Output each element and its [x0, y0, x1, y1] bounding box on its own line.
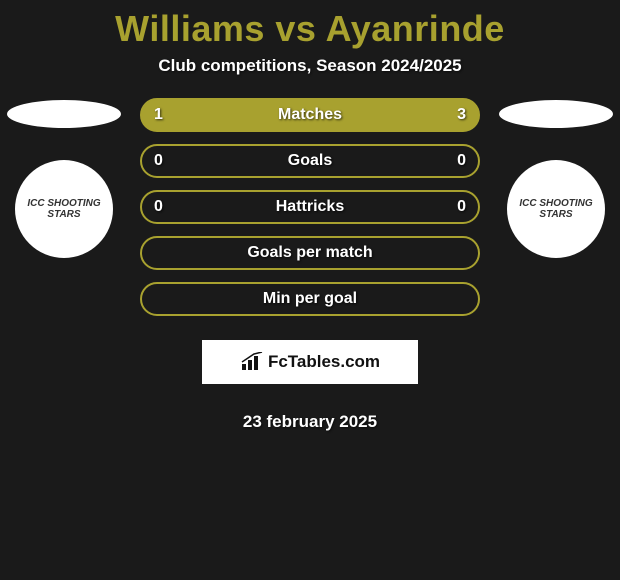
page-title: Williams vs Ayanrinde	[0, 0, 620, 56]
stat-left-value: 0	[154, 198, 163, 216]
chart-icon	[240, 352, 264, 372]
left-player-ellipse	[7, 100, 121, 128]
stat-bar-goals: 0 Goals 0	[140, 144, 480, 178]
date-text: 23 february 2025	[140, 412, 480, 432]
subtitle: Club competitions, Season 2024/2025	[0, 56, 620, 98]
stat-right-value: 3	[457, 106, 466, 124]
left-club-badge: ICC SHOOTING STARS	[15, 160, 113, 258]
stat-label: Matches	[278, 106, 342, 124]
stat-left-value: 0	[154, 152, 163, 170]
right-club-badge-text: ICC SHOOTING STARS	[513, 198, 599, 220]
right-club-badge: ICC SHOOTING STARS	[507, 160, 605, 258]
right-player-column: ICC SHOOTING STARS	[496, 98, 616, 258]
left-club-badge-text: ICC SHOOTING STARS	[21, 198, 107, 220]
stat-left-value: 1	[154, 106, 163, 124]
stat-label: Goals	[288, 152, 332, 170]
main-row: ICC SHOOTING STARS 1 Matches 3 0 Goals 0…	[0, 98, 620, 432]
right-player-ellipse	[499, 100, 613, 128]
stat-label: Goals per match	[247, 244, 372, 262]
stats-column: 1 Matches 3 0 Goals 0 0 Hattricks 0 Goal…	[130, 98, 490, 432]
brand-box[interactable]: FcTables.com	[202, 340, 418, 384]
stat-label: Hattricks	[276, 198, 344, 216]
stat-bar-hattricks: 0 Hattricks 0	[140, 190, 480, 224]
stat-bar-goals-per-match: Goals per match	[140, 236, 480, 270]
stat-right-value: 0	[457, 152, 466, 170]
stat-label: Min per goal	[263, 290, 357, 308]
left-player-column: ICC SHOOTING STARS	[4, 98, 124, 258]
brand-text: FcTables.com	[268, 352, 380, 372]
stat-bar-matches: 1 Matches 3	[140, 98, 480, 132]
stat-right-value: 0	[457, 198, 466, 216]
stat-bar-min-per-goal: Min per goal	[140, 282, 480, 316]
